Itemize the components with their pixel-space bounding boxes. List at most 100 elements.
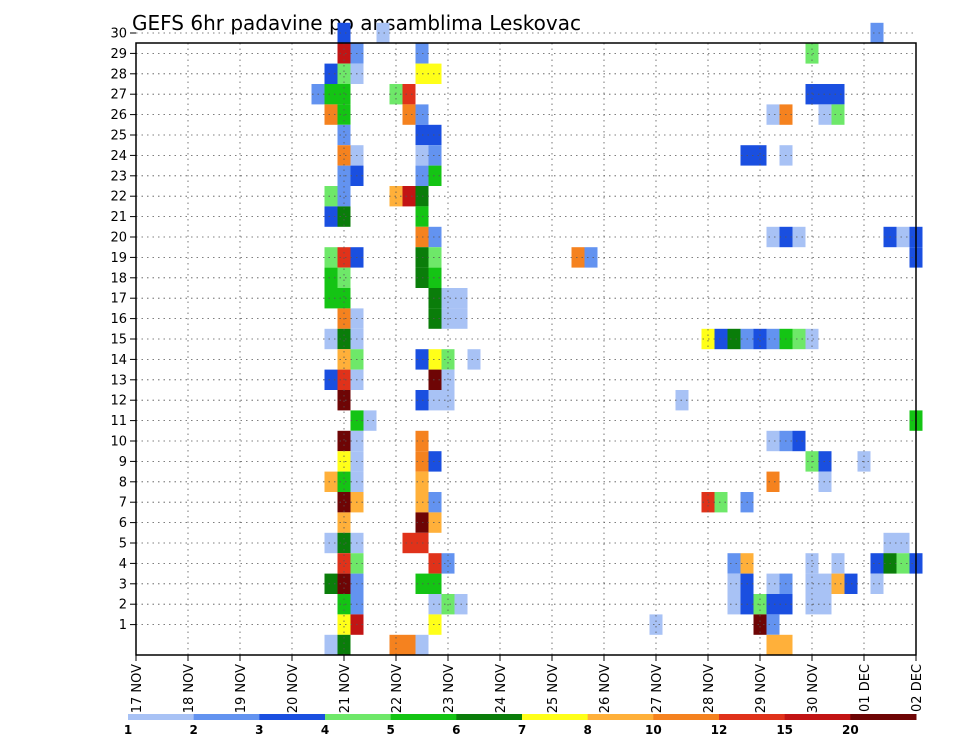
legend-swatch [719, 714, 786, 720]
y-tick-label: 2 [119, 598, 127, 613]
heatmap-cell [584, 247, 598, 268]
heatmap-cell [428, 451, 442, 472]
x-tick-label: 27 NOV [650, 664, 665, 713]
heatmap-cell [467, 349, 481, 370]
legend-swatch [456, 714, 523, 720]
heatmap-cell [428, 594, 442, 615]
heatmap-cell [324, 634, 338, 656]
legend-label: 2 [189, 723, 197, 737]
heatmap-cell [402, 634, 416, 656]
y-tick-label: 21 [110, 210, 127, 225]
heatmap-cell [324, 288, 338, 309]
legend-swatch [522, 714, 589, 720]
heatmap-cell [337, 471, 351, 492]
y-tick-label: 17 [110, 292, 127, 307]
heatmap-cell [870, 573, 884, 594]
x-tick-label: 22 NOV [390, 664, 405, 713]
heatmap-cell [337, 43, 351, 64]
heatmap-cell [753, 145, 767, 166]
x-tick-label: 20 NOV [286, 664, 301, 713]
heatmap-cell [831, 573, 845, 594]
heatmap-cell [831, 104, 845, 125]
heatmap-cell [428, 145, 442, 166]
heatmap-cell [324, 63, 338, 84]
heatmap-cell [337, 84, 351, 105]
heatmap-cell [441, 390, 455, 411]
heatmap-cell [363, 410, 377, 431]
y-tick-label: 6 [119, 516, 127, 531]
heatmap-cell [428, 226, 442, 248]
heatmap-cell [337, 288, 351, 309]
heatmap-cell [428, 63, 442, 84]
heatmap-cell [428, 267, 442, 288]
y-tick-label: 15 [110, 333, 127, 348]
heatmap-cell [324, 267, 338, 288]
heatmap-cell [805, 553, 819, 574]
y-tick-label: 1 [119, 618, 127, 633]
y-tick-label: 8 [119, 475, 127, 490]
heatmap-cell [753, 328, 767, 350]
heatmap-cell [571, 247, 585, 268]
y-tick-label: 19 [110, 251, 127, 266]
y-tick-label: 24 [110, 149, 127, 164]
color-legend: 1 2 3 4 5 6 7 8 10 12 15 20 [124, 714, 917, 737]
heatmap-cell [428, 349, 442, 370]
y-tick-label: 25 [110, 129, 127, 144]
legend-swatch [850, 714, 917, 720]
heatmap-cell [779, 634, 793, 656]
x-tick-label: 21 NOV [338, 664, 353, 713]
heatmap-cell [428, 124, 442, 146]
heatmap-cell [428, 614, 442, 635]
y-tick-label: 7 [119, 496, 127, 511]
legend-swatch [325, 714, 392, 720]
heatmap-cell [428, 247, 442, 268]
heatmap-cell [337, 247, 351, 268]
heatmap-cell [428, 573, 442, 594]
legend-label: 6 [452, 723, 460, 737]
heatmap-cell [766, 634, 780, 656]
legend-label: 4 [321, 723, 329, 737]
legend-label: 1 [124, 723, 132, 737]
chart-title: GEFS 6hr padavine po ansamblima Leskovac [132, 11, 581, 35]
heatmap-cell [896, 553, 910, 574]
legend-swatch [193, 714, 260, 720]
legend-label: 20 [842, 723, 859, 737]
y-tick-label: 18 [110, 271, 127, 286]
x-tick-label: 26 NOV [598, 664, 613, 713]
heatmap-cell [428, 492, 442, 513]
heatmap-cell [337, 63, 351, 84]
legend-label: 15 [776, 723, 793, 737]
heatmap-cell [402, 104, 416, 125]
heatmap-cell [337, 22, 351, 44]
legend-swatch [784, 714, 851, 720]
heatmap-cell [337, 553, 351, 574]
legend-label: 3 [255, 723, 263, 737]
legend-swatch [390, 714, 457, 720]
heatmap-cell [415, 634, 429, 656]
y-tick-label: 30 [110, 27, 127, 42]
heatmap-cell [337, 492, 351, 513]
x-tick-label: 17 NOV [130, 664, 145, 713]
heatmap-cell [766, 430, 780, 452]
heatmap-cell [324, 104, 338, 125]
heatmap-cell [753, 614, 767, 635]
heatmap-cell [324, 532, 338, 554]
heatmap-cell [792, 226, 806, 248]
x-axis: 17 NOV 18 NOV 19 NOV 20 NOV 21 NOV 22 NOV 23 N… [130, 655, 925, 713]
legend-swatch [653, 714, 720, 720]
legend-label: 12 [711, 723, 728, 737]
legend-label: 8 [583, 723, 591, 737]
heatmap-cell [428, 288, 442, 309]
heatmap-cell [805, 328, 819, 350]
y-tick-label: 23 [110, 169, 127, 184]
heatmap-cell [649, 614, 663, 635]
heatmap-cell [324, 573, 338, 594]
heatmap-cell [727, 594, 741, 615]
heatmap-cell [896, 532, 910, 554]
heatmap-cell [337, 349, 351, 370]
x-tick-label: 19 NOV [234, 664, 249, 713]
heatmap-cell [376, 22, 390, 44]
heatmap-cell [428, 390, 442, 411]
heatmap-cell [441, 288, 455, 309]
